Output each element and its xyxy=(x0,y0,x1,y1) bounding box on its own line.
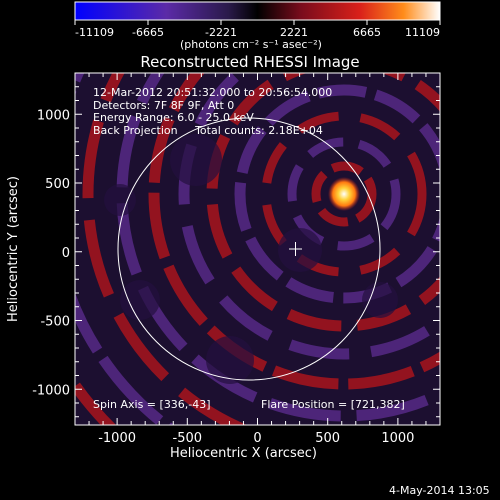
heatmap-band xyxy=(287,137,401,251)
colorbar-tick-label: 11109 xyxy=(405,26,440,39)
heatmap-band xyxy=(82,73,248,425)
heatmap-dark-patch xyxy=(170,134,222,186)
info-line-energy: Energy Range: 6.0 - 25.0 keV xyxy=(93,111,254,124)
y-tick-label: 500 xyxy=(45,177,70,192)
spin-axis-label: Spin Axis = [336,-43] xyxy=(93,398,211,411)
heatmap-band xyxy=(178,73,440,360)
colorbar xyxy=(74,1,441,21)
y-tick-label: 1000 xyxy=(37,108,70,123)
heatmap-band xyxy=(148,73,440,390)
heatmap-band xyxy=(261,111,427,277)
heatmap-dark-patch xyxy=(362,282,398,318)
plot-title: Reconstructed RHESSI Image xyxy=(140,53,360,71)
heatmap-band xyxy=(311,161,377,227)
colorbar-svg: -11109 -6665 -2221 2221 6665 11109 xyxy=(74,1,441,39)
heatmap-dark-patch xyxy=(206,336,254,384)
heatmap-dark-patch xyxy=(278,228,322,272)
y-tick-label: -500 xyxy=(40,315,70,330)
colorbar-unit-label: (photons cm⁻² s⁻¹ asec⁻²) xyxy=(180,38,322,51)
x-tick-label: 500 xyxy=(315,431,340,446)
y-tick-label: -1000 xyxy=(32,383,70,398)
flare-source xyxy=(328,177,360,211)
heatmap-dark-patch xyxy=(120,280,160,320)
x-tick-label: -500 xyxy=(173,431,203,446)
info-line-time: 12-Mar-2012 20:51:32.000 to 20:56:54.000 xyxy=(93,86,333,99)
info-line-detectors: Detectors: 7F 8F 9F, Att 0 xyxy=(93,98,235,112)
solar-limb-circle xyxy=(117,117,381,381)
colorbar-tick-label: -11109 xyxy=(75,26,114,39)
heatmap-image xyxy=(75,73,440,425)
heatmap-band xyxy=(234,84,440,304)
y-axis-label: Heliocentric Y (arcsec) xyxy=(6,176,21,322)
x-tick-label: 0 xyxy=(253,431,261,446)
colorbar-tick-label: 2221 xyxy=(280,26,308,39)
axis-ticks: -1000 -500 0 500 1000 -1000 -500 0 500 1000 xyxy=(32,73,440,446)
flare-position-label: Flare Position = [721,382] xyxy=(261,398,405,411)
heatmap-dark-patch xyxy=(104,184,136,216)
info-line-method: Back Projection Total counts: 2.18E+04 xyxy=(93,123,323,137)
y-tick-label: 0 xyxy=(62,246,70,261)
spin-axis-cross xyxy=(289,242,302,256)
colorbar-tick-label: 6665 xyxy=(353,26,381,39)
x-tick-label: -1000 xyxy=(98,431,136,446)
colorbar-tick-label: -6665 xyxy=(132,26,164,39)
x-axis-label: Heliocentric X (arcsec) xyxy=(170,446,317,461)
info-block: 12-Mar-2012 20:51:32.000 to 20:56:54.000… xyxy=(93,86,333,137)
x-tick-label: 1000 xyxy=(381,431,414,446)
colorbar-ticks: -11109 -6665 -2221 2221 6665 11109 xyxy=(74,20,441,39)
colorbar-tick-label: -2221 xyxy=(205,26,237,39)
date-stamp: 4-May-2014 13:05 xyxy=(389,484,490,497)
